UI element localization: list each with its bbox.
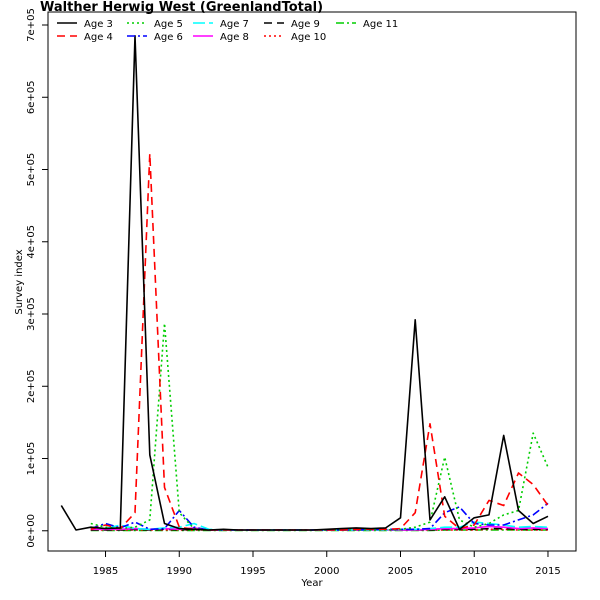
x-axis-title: Year: [300, 578, 323, 589]
y-tick-label: 2e+05: [26, 369, 37, 403]
y-tick-label: 5e+05: [26, 153, 37, 187]
series-line-age-6: [90, 502, 549, 531]
legend-label: Age 10: [291, 32, 326, 43]
legend-label: Age 3: [84, 19, 113, 30]
y-axis: 0e+00 1e+05 2e+05 3e+05 4e+05 5e+05 6e+05 7e+05: [26, 8, 48, 548]
y-tick-label: 7e+05: [26, 8, 37, 42]
series-layer: [60, 34, 549, 532]
x-tick-label: 1995: [240, 566, 265, 577]
x-tick-label: 1990: [167, 566, 192, 577]
series-line-age-3: [60, 34, 549, 531]
legend-label: Age 4: [84, 32, 113, 43]
legend-label: Age 7: [220, 19, 249, 30]
y-tick-label: 0e+00: [26, 514, 37, 548]
y-tick-label: 1e+05: [26, 442, 37, 476]
chart-title: Walther Herwig West (GreenlandTotal): [40, 0, 323, 15]
y-axis-title: Survey index: [14, 249, 25, 314]
x-tick-label: 1985: [93, 566, 118, 577]
legend-label: Age 11: [363, 19, 398, 30]
x-tick-label: 2010: [462, 566, 487, 577]
x-tick-label: 2000: [314, 566, 339, 577]
legend-label: Age 6: [154, 32, 183, 43]
y-tick-label: 3e+05: [26, 297, 37, 331]
x-tick-label: 2005: [388, 566, 413, 577]
y-tick-label: 6e+05: [26, 80, 37, 114]
y-tick-label: 4e+05: [26, 225, 37, 259]
x-tick-label: 2015: [535, 566, 560, 577]
legend: Age 3 Age 4 Age 5 Age 6 Age 7 Age 8 Age 9 Age 1…: [57, 19, 398, 43]
legend-label: Age 5: [154, 19, 183, 30]
legend-label: Age 8: [220, 32, 249, 43]
x-axis: 1985 1990 1995 2000 2005 2010 2015: [93, 550, 561, 577]
legend-label: Age 9: [291, 19, 320, 30]
